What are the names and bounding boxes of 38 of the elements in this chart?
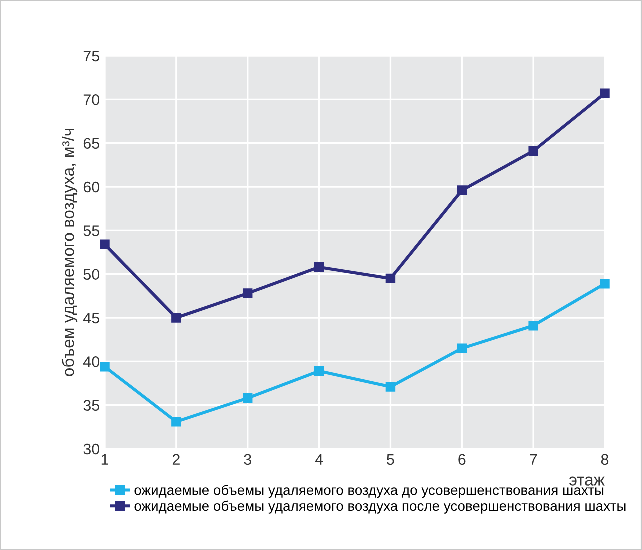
y-tick-label: 50 (84, 269, 100, 280)
y-tick-label: 75 (84, 51, 100, 62)
point (314, 366, 324, 376)
x-tick-label: 1 (102, 454, 109, 465)
point (386, 382, 396, 392)
point (100, 240, 110, 250)
y-axis-title: объем удаляемого воздуха, м³/ч (62, 129, 78, 376)
x-tick-label: 5 (387, 454, 394, 466)
point (528, 321, 538, 331)
point (100, 362, 110, 372)
point (172, 313, 182, 323)
x-tick-label: 2 (172, 454, 180, 465)
point (386, 274, 396, 284)
point (600, 88, 610, 98)
y-tick-label: 30 (84, 444, 100, 455)
y-tick-label: 35 (84, 400, 100, 412)
legend-label: ожидаемые объемы удаляемого воздуха после усовершенствования шахты (134, 500, 626, 514)
point (314, 262, 324, 272)
point (457, 344, 468, 354)
point (242, 288, 253, 298)
y-tick-label: 70 (84, 94, 100, 106)
point (457, 186, 468, 196)
x-axis-title: этаж (569, 476, 605, 486)
x-tick-label: 4 (315, 454, 324, 465)
x-tick-label: 6 (458, 454, 466, 466)
y-tick-label: 65 (84, 138, 100, 150)
legend-label: ожидаемые объемы удаляемого воздуха до усовершенствования шахты (134, 484, 604, 498)
x-tick-label: 8 (601, 454, 609, 466)
point (528, 146, 538, 156)
point (242, 393, 253, 404)
x-tick-label: 3 (244, 454, 252, 466)
y-tick-label: 55 (84, 226, 100, 236)
y-tick-label: 45 (84, 313, 100, 324)
point (172, 417, 182, 427)
y-tick-label: 40 (84, 356, 100, 368)
point (600, 279, 610, 289)
y-tick-label: 60 (84, 182, 100, 193)
x-tick-label: 7 (530, 454, 538, 465)
